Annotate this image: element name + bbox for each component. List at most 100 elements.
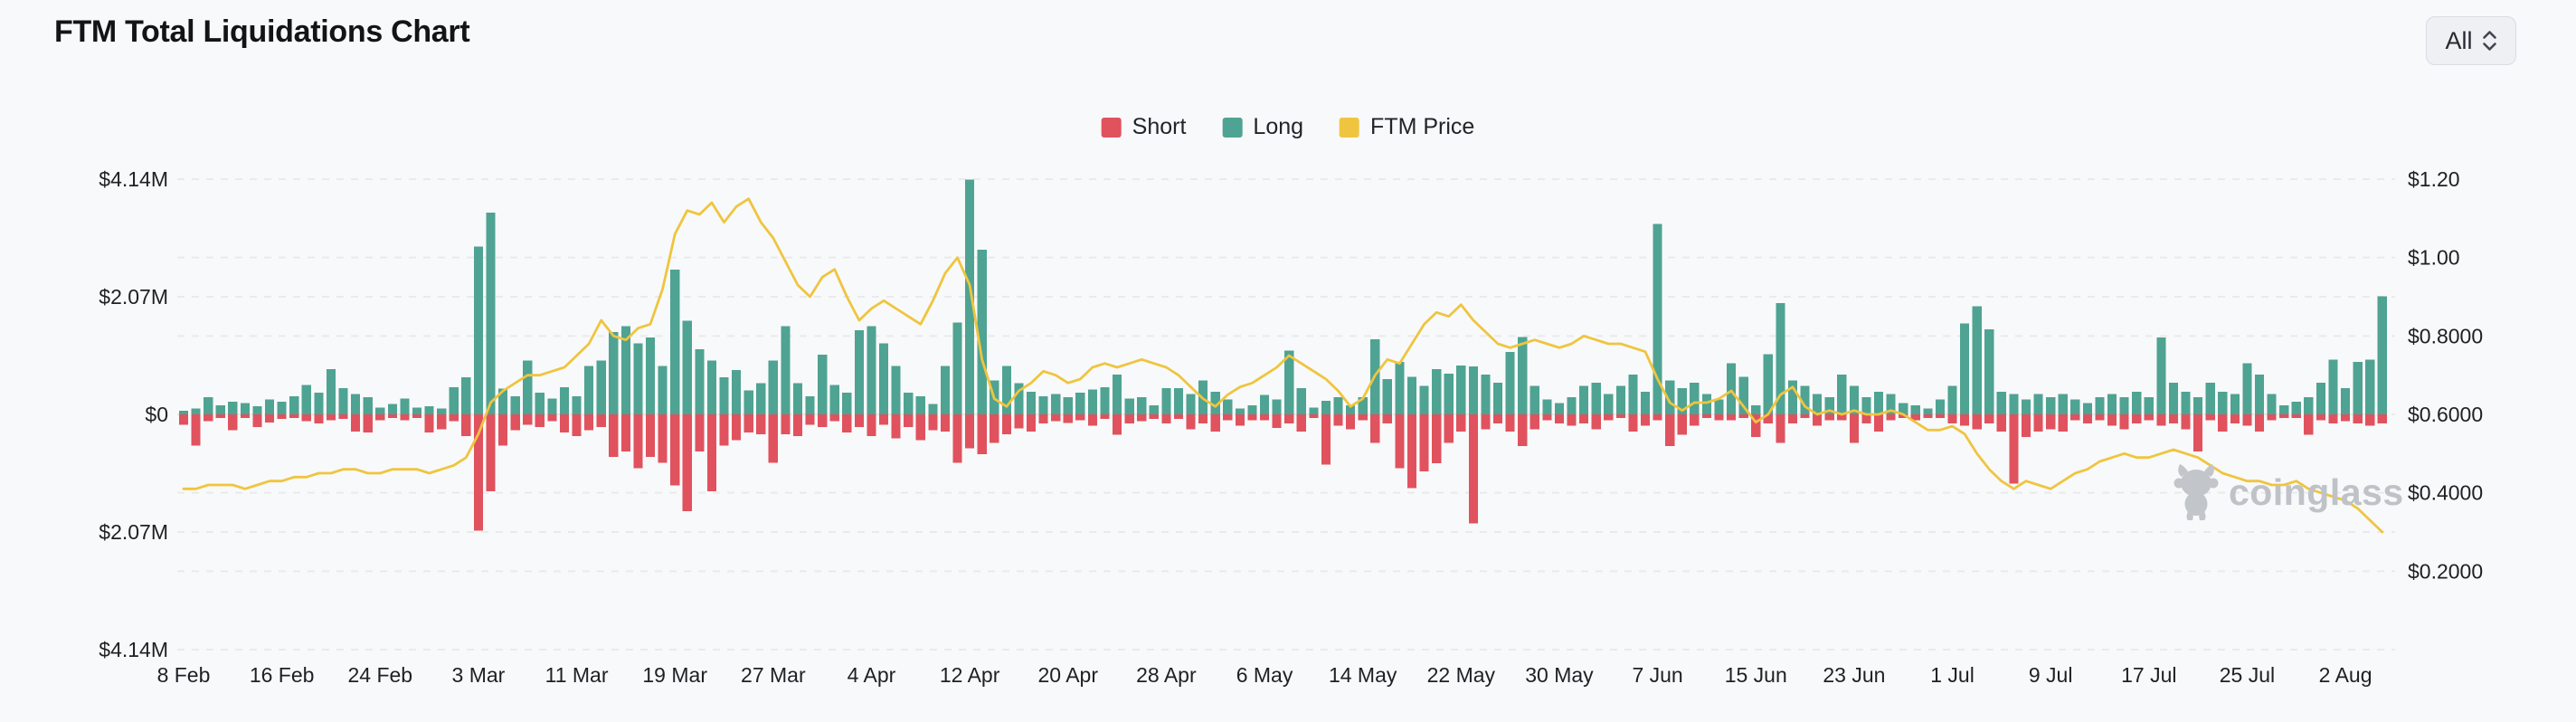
- short-bar[interactable]: [1518, 414, 1528, 447]
- short-bar[interactable]: [1701, 414, 1712, 418]
- short-bar[interactable]: [375, 414, 385, 421]
- long-bar[interactable]: [1960, 323, 1970, 414]
- long-bar[interactable]: [706, 360, 717, 414]
- short-bar[interactable]: [2168, 414, 2179, 424]
- long-bar[interactable]: [1800, 385, 1810, 414]
- short-bar[interactable]: [719, 414, 729, 446]
- short-bar[interactable]: [1873, 414, 1884, 432]
- short-bar[interactable]: [400, 414, 410, 421]
- long-bar[interactable]: [854, 330, 864, 414]
- long-bar[interactable]: [2082, 403, 2092, 414]
- short-bar[interactable]: [449, 414, 459, 422]
- long-bar[interactable]: [1419, 385, 1429, 414]
- long-bar[interactable]: [1001, 366, 1011, 414]
- short-bar[interactable]: [1100, 414, 1110, 420]
- short-bar[interactable]: [363, 414, 373, 433]
- short-bar[interactable]: [314, 414, 324, 424]
- long-bar[interactable]: [535, 393, 545, 414]
- long-bar[interactable]: [1518, 337, 1528, 414]
- long-bar[interactable]: [1149, 404, 1159, 414]
- long-bar[interactable]: [547, 398, 557, 414]
- long-bar[interactable]: [792, 383, 803, 414]
- long-bar[interactable]: [1186, 394, 1196, 414]
- short-bar[interactable]: [1186, 414, 1196, 430]
- long-bar[interactable]: [1701, 394, 1712, 414]
- long-bar[interactable]: [1309, 407, 1319, 414]
- long-bar[interactable]: [2046, 397, 2056, 414]
- short-bar[interactable]: [510, 414, 520, 431]
- short-bar[interactable]: [1530, 414, 1539, 430]
- short-bar[interactable]: [609, 414, 619, 458]
- long-bar[interactable]: [1899, 403, 1908, 414]
- long-bar[interactable]: [743, 390, 753, 414]
- short-bar[interactable]: [1063, 414, 1073, 423]
- short-bar[interactable]: [1591, 414, 1601, 430]
- long-bar[interactable]: [375, 407, 385, 414]
- long-bar[interactable]: [977, 249, 987, 414]
- long-bar[interactable]: [572, 395, 582, 414]
- short-bar[interactable]: [2181, 414, 2191, 430]
- long-bar[interactable]: [1358, 397, 1368, 414]
- short-bar[interactable]: [915, 414, 925, 441]
- short-bar[interactable]: [818, 414, 828, 427]
- long-bar[interactable]: [1751, 404, 1761, 414]
- short-bar[interactable]: [497, 414, 508, 446]
- short-bar[interactable]: [547, 414, 557, 422]
- short-bar[interactable]: [1419, 414, 1429, 471]
- short-bar[interactable]: [1923, 414, 1933, 418]
- long-bar[interactable]: [1947, 385, 1957, 414]
- short-bar[interactable]: [1333, 414, 1343, 426]
- long-bar[interactable]: [1406, 376, 1417, 414]
- short-bar[interactable]: [1677, 414, 1687, 435]
- short-bar[interactable]: [928, 414, 938, 431]
- short-bar[interactable]: [1235, 414, 1245, 426]
- short-bar[interactable]: [732, 414, 742, 441]
- long-bar[interactable]: [2021, 399, 2031, 414]
- long-bar[interactable]: [1776, 302, 1785, 414]
- short-bar[interactable]: [1996, 414, 2006, 432]
- short-bar[interactable]: [1824, 414, 1834, 421]
- long-bar[interactable]: [191, 408, 201, 414]
- long-bar[interactable]: [1137, 397, 1147, 414]
- short-bar[interactable]: [2304, 414, 2314, 435]
- long-bar[interactable]: [2144, 397, 2154, 414]
- long-bar[interactable]: [818, 355, 828, 414]
- long-bar[interactable]: [338, 388, 348, 414]
- short-bar[interactable]: [351, 414, 361, 432]
- long-bar[interactable]: [1763, 354, 1773, 414]
- short-bar[interactable]: [1272, 414, 1282, 429]
- long-bar[interactable]: [584, 366, 594, 414]
- short-bar[interactable]: [523, 414, 533, 425]
- short-bar[interactable]: [1137, 414, 1147, 422]
- short-bar[interactable]: [1665, 414, 1675, 447]
- short-bar[interactable]: [2254, 414, 2265, 432]
- short-bar[interactable]: [1776, 414, 1785, 443]
- short-bar[interactable]: [1653, 414, 1662, 421]
- long-bar[interactable]: [829, 385, 839, 414]
- long-bar[interactable]: [1935, 399, 1946, 414]
- long-bar[interactable]: [449, 386, 459, 414]
- short-bar[interactable]: [2205, 414, 2215, 421]
- short-bar[interactable]: [1321, 414, 1331, 465]
- long-bar[interactable]: [1653, 223, 1662, 414]
- long-bar[interactable]: [559, 386, 570, 414]
- short-bar[interactable]: [326, 414, 336, 421]
- short-bar[interactable]: [1038, 414, 1048, 424]
- long-bar[interactable]: [928, 404, 938, 414]
- long-bar[interactable]: [1886, 394, 1896, 414]
- short-bar[interactable]: [1628, 414, 1638, 432]
- short-bar[interactable]: [1763, 414, 1773, 424]
- short-bar[interactable]: [867, 414, 876, 436]
- short-bar[interactable]: [1481, 414, 1491, 430]
- long-bar[interactable]: [2316, 382, 2326, 414]
- long-bar[interactable]: [2304, 397, 2314, 414]
- long-bar[interactable]: [215, 404, 225, 414]
- long-bar[interactable]: [461, 377, 471, 414]
- short-bar[interactable]: [1087, 414, 1098, 426]
- long-bar[interactable]: [2193, 397, 2203, 414]
- short-bar[interactable]: [412, 414, 422, 418]
- long-bar[interactable]: [1665, 380, 1675, 414]
- short-bar[interactable]: [781, 414, 791, 434]
- short-bar[interactable]: [1406, 414, 1417, 489]
- short-bar[interactable]: [252, 414, 262, 427]
